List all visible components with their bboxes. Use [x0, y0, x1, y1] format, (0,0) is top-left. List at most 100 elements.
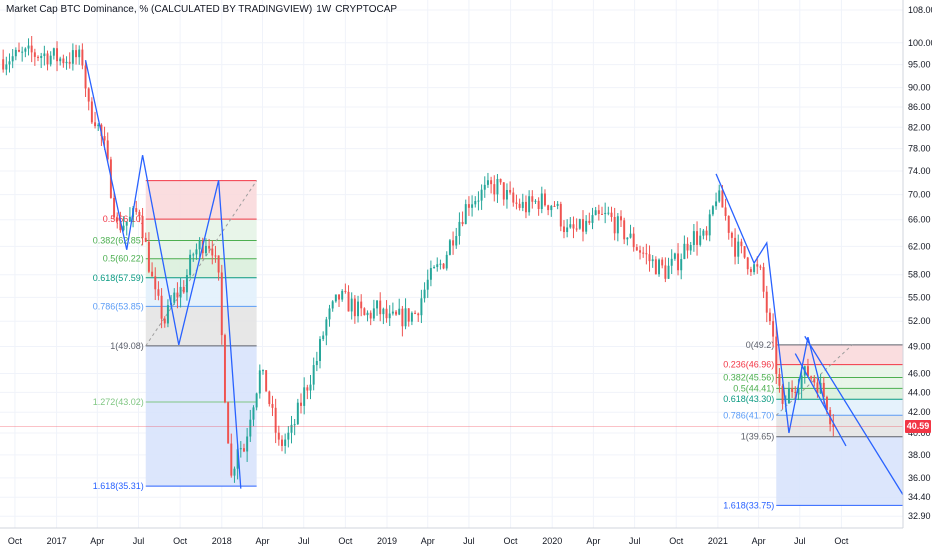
candle-body: [426, 279, 429, 290]
x-tick-label: Apr: [586, 536, 600, 546]
fib-zone: [145, 180, 257, 220]
candle-body: [312, 365, 315, 385]
candle-body: [214, 255, 217, 257]
candle-body: [553, 205, 556, 207]
candle-body: [71, 50, 74, 64]
candle-body: [204, 245, 207, 254]
fib-zone: [776, 436, 903, 506]
candle-body: [347, 291, 350, 312]
candle-body: [151, 271, 154, 277]
pattern-layer: [84, 60, 904, 496]
candle-body: [198, 240, 201, 250]
candle-body: [781, 385, 784, 404]
fib-zone: [776, 364, 903, 378]
candle-body: [639, 250, 642, 253]
candle-body: [629, 233, 632, 238]
candle-body: [531, 196, 534, 202]
candle-body: [122, 225, 125, 231]
candle-body: [559, 203, 562, 227]
candle-body: [499, 178, 502, 183]
candle-body: [616, 216, 619, 234]
fib-level-label: 0.5(60.22): [103, 254, 144, 264]
candle-body: [749, 269, 752, 273]
candle-body: [791, 388, 794, 392]
fib-level-label: 1(39.65): [741, 432, 775, 442]
fib-level-label: 0(49.2): [746, 340, 775, 350]
candle-body: [477, 200, 480, 202]
x-tick-label: 2021: [708, 536, 728, 546]
candle-body: [505, 189, 508, 200]
candle-body: [658, 259, 661, 275]
candle-body: [382, 308, 385, 315]
candle-body: [192, 254, 195, 256]
candle-body: [540, 193, 543, 209]
candle-body: [512, 192, 515, 203]
candle-body: [395, 311, 398, 315]
fib-level-label: 1(49.08): [110, 341, 144, 351]
candle-body: [667, 265, 670, 279]
price-axis-bg: [903, 0, 932, 550]
candle-body: [493, 184, 496, 195]
y-tick-label: 42.00: [908, 407, 931, 417]
candle-body: [594, 210, 597, 216]
candle-body: [40, 56, 43, 58]
candle-body: [372, 308, 375, 319]
candle-body: [94, 122, 97, 127]
fib-zone: [776, 399, 903, 416]
y-tick-label: 86.00: [908, 102, 931, 112]
x-tick-label: Oct: [504, 536, 519, 546]
x-tick-label: Oct: [8, 536, 23, 546]
candle-body: [521, 201, 524, 208]
candle-body: [246, 436, 249, 452]
candle-body: [290, 424, 293, 433]
candle-body: [160, 295, 163, 319]
candle-body: [261, 370, 264, 372]
candle-body: [24, 48, 27, 52]
candle-body: [572, 224, 575, 229]
candle-body: [173, 292, 176, 303]
candle-body: [179, 286, 182, 298]
candle-body: [556, 203, 559, 206]
candle-body: [705, 230, 708, 236]
candle-body: [664, 265, 667, 279]
fib-zone: [776, 388, 903, 400]
candle-body: [344, 290, 347, 292]
y-tick-label: 82.00: [908, 122, 931, 132]
candle-body: [366, 312, 369, 316]
candle-body: [277, 432, 280, 440]
candle-body: [718, 190, 721, 202]
candle-body: [797, 388, 800, 393]
candle-body: [227, 402, 230, 444]
candle-body: [683, 243, 686, 260]
trend-line: [804, 335, 904, 496]
candle-body: [448, 240, 451, 255]
candle-body: [239, 448, 242, 450]
candle-body: [249, 419, 252, 437]
candle-body: [471, 204, 474, 208]
candle-body: [582, 219, 584, 232]
candle-body: [334, 294, 337, 302]
candle-body: [787, 388, 790, 404]
fib-zone: [145, 345, 257, 402]
candle-body: [686, 243, 689, 251]
candle-body: [52, 48, 55, 56]
candle-body: [357, 301, 360, 317]
candle-body: [509, 189, 512, 193]
fib-level-label: 1.618(33.75): [723, 500, 774, 510]
candle-body: [455, 236, 458, 246]
candle-body: [794, 391, 797, 393]
candle-body: [607, 212, 610, 214]
candle-body: [157, 289, 160, 296]
candle-body: [208, 245, 211, 249]
candle-body: [696, 231, 699, 245]
candle-body: [825, 396, 828, 411]
candle-body: [575, 228, 578, 230]
candle-body: [363, 308, 366, 316]
candle-body: [242, 448, 245, 452]
candle-body: [442, 263, 445, 269]
candle-body: [293, 424, 296, 426]
candle-body: [822, 382, 825, 397]
candle-body: [49, 55, 52, 65]
